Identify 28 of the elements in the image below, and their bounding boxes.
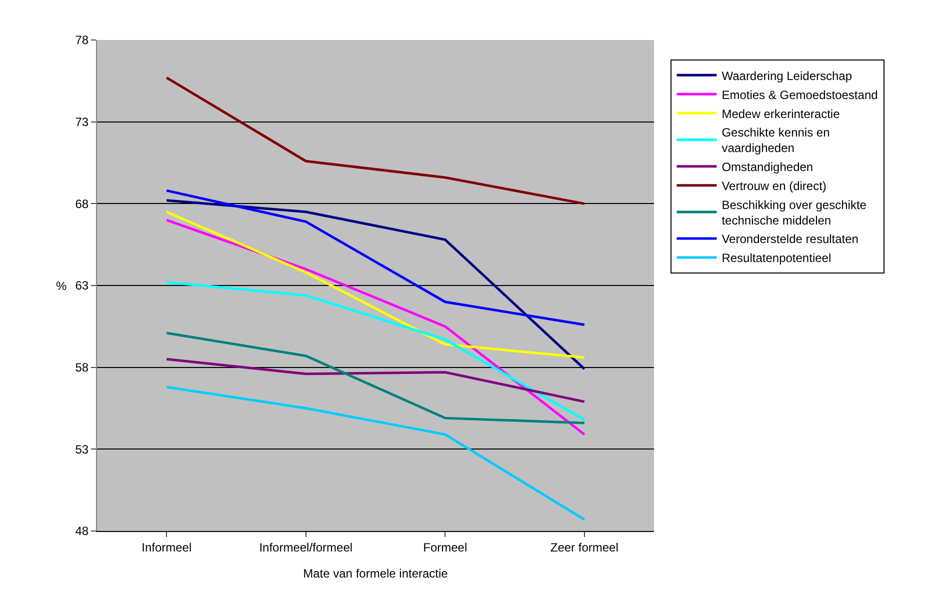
legend-label: Emoties & Gemoedstoestand xyxy=(722,88,878,102)
y-axis-title: % xyxy=(56,279,67,293)
line-series xyxy=(165,386,586,521)
legend-label: Beschikking over geschikte technische middelen xyxy=(722,198,867,228)
legend-label: Resultatenpotentieel xyxy=(722,251,832,266)
line-series xyxy=(165,280,586,421)
legend-label: Waardering Leiderschap xyxy=(722,68,852,83)
line-series xyxy=(165,332,586,424)
y-tick-label: 53 xyxy=(75,442,89,456)
legend-label: Veronderstelde resultaten xyxy=(722,232,858,246)
legend-label: Omstandigheden xyxy=(722,160,814,174)
legend-label: Vertrouw en (direct) xyxy=(722,179,826,194)
y-tick-label: 68 xyxy=(75,196,89,211)
line-series xyxy=(165,189,586,326)
y-tick-label: 73 xyxy=(75,115,89,130)
x-tick-label: Zeer formeel xyxy=(550,540,618,554)
x-tick-label: Informeel xyxy=(142,540,192,554)
line-series xyxy=(165,76,586,205)
x-axis-title: Mate van formele interactie xyxy=(303,566,448,580)
y-tick-label: 63 xyxy=(75,278,89,293)
y-tick-label: 48 xyxy=(75,524,89,538)
y-tick-label: 58 xyxy=(75,360,89,375)
y-tick-label: 78 xyxy=(75,33,89,48)
x-tick-label: Formeel xyxy=(423,540,468,554)
legend-label: Medew erkerinteractie xyxy=(722,106,840,121)
line-series xyxy=(165,358,586,403)
x-tick-label: Informeel/formeel xyxy=(259,540,353,554)
legend-label: Geschikte kennis en vaardigheden xyxy=(722,126,830,156)
